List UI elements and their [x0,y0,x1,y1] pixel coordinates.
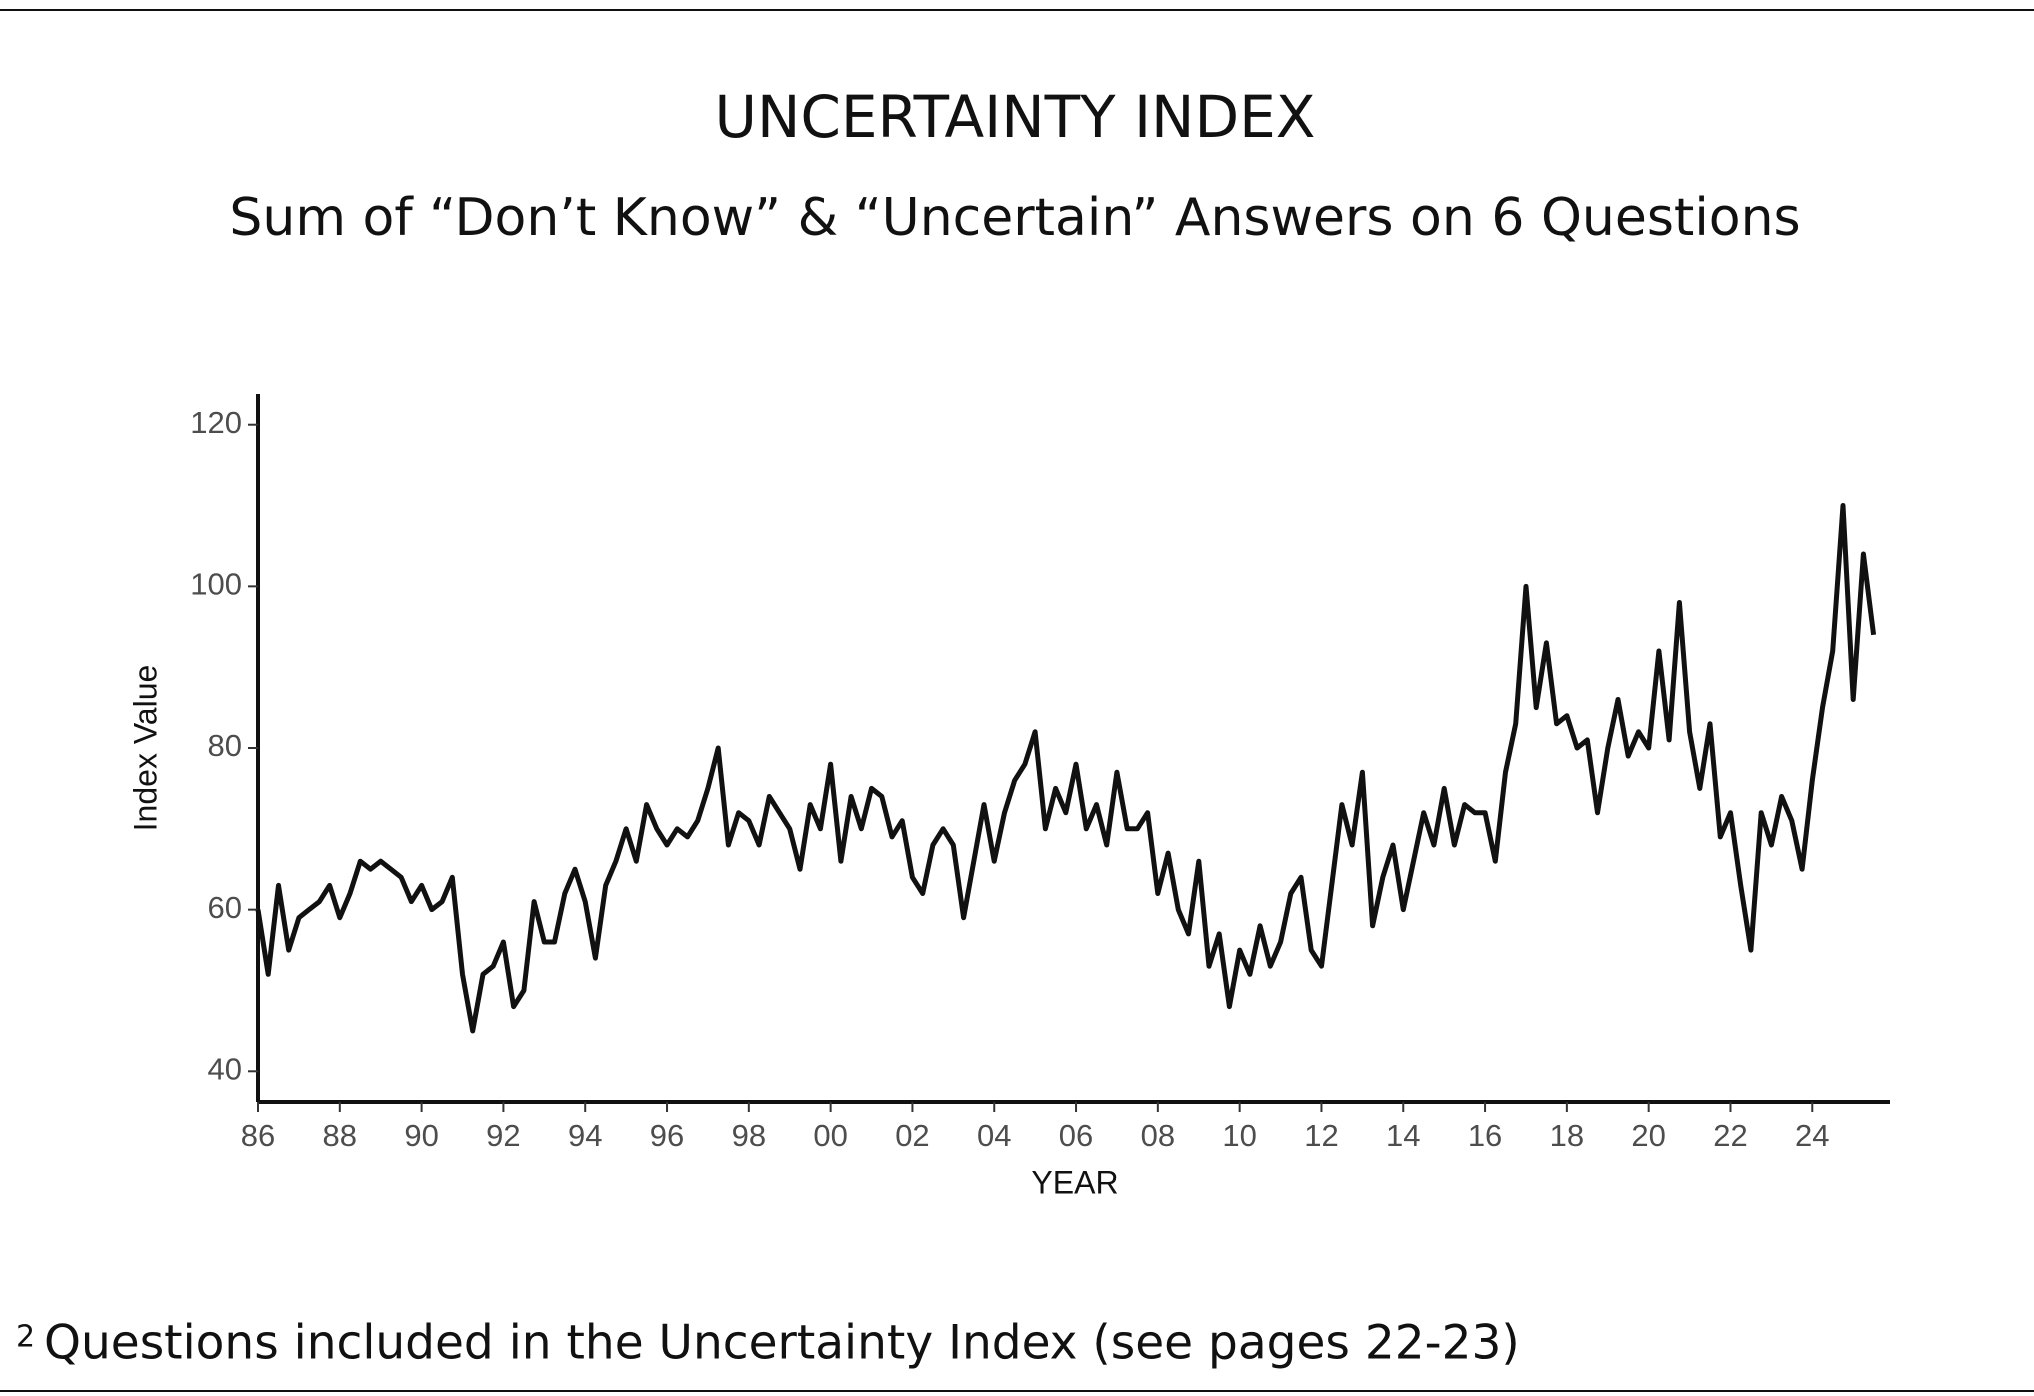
line-series [255,503,1877,1034]
x-tick-label: 08 [1141,1118,1175,1153]
x-tick-label: 88 [323,1118,357,1153]
x-tick-label: 22 [1713,1118,1747,1153]
footnote: Questions included in the Uncertainty In… [44,1316,1520,1371]
chart-subtitle: Sum of “Don’t Know” & “Uncertain” Answer… [229,188,1800,248]
x-tick-label: 24 [1795,1118,1829,1153]
x-tick-label: 06 [1059,1118,1093,1153]
y-tick-label: 120 [190,405,242,440]
x-tick-label: 04 [977,1118,1011,1153]
x-tick-label: 00 [813,1118,847,1153]
chart-title: UNCERTAINTY INDEX [715,83,1316,151]
x-tick-label: 20 [1631,1118,1665,1153]
x-tick-label: 10 [1222,1118,1256,1153]
y-tick-label: 100 [190,567,242,602]
y-tick-label: 40 [208,1051,242,1086]
y-tick-label: 60 [208,890,242,925]
x-tick-label: 92 [486,1118,520,1153]
x-tick-label: 96 [650,1118,684,1153]
y-axis-label: Index Value [127,665,163,832]
x-tick-label: 14 [1386,1118,1420,1153]
x-axis-label: YEAR [1031,1164,1118,1200]
x-tick-label: 86 [241,1118,275,1153]
y-tick-label: 80 [208,728,242,763]
x-tick-label: 16 [1468,1118,1502,1153]
x-tick-label: 02 [895,1118,929,1153]
x-tick-label: 98 [732,1118,766,1153]
x-tick-label: 90 [404,1118,438,1153]
x-tick-label: 94 [568,1118,602,1153]
x-tick-label: 12 [1304,1118,1338,1153]
footnote-marker: 2 [16,1320,35,1355]
x-tick-label: 18 [1550,1118,1584,1153]
